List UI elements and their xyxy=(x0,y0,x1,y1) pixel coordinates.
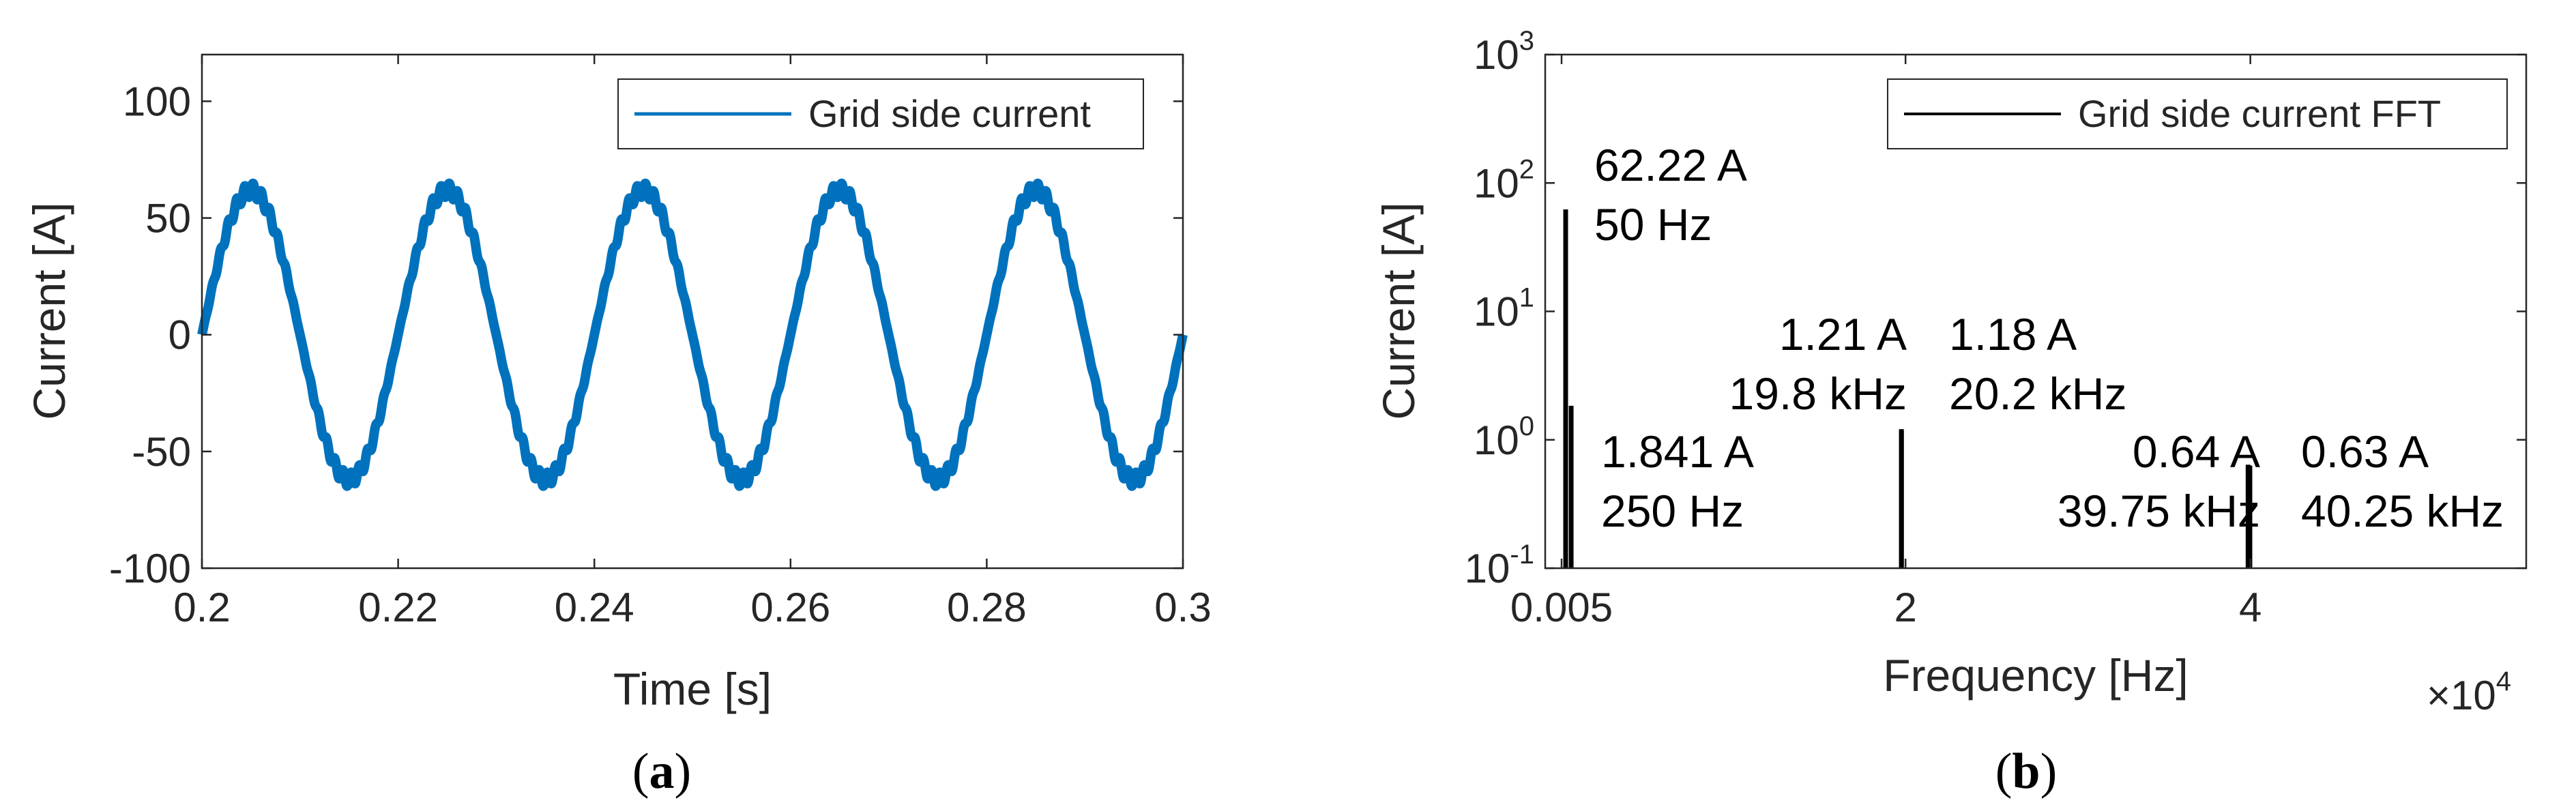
fft-annotation-amplitude: 62.22 A xyxy=(1594,140,1747,190)
panel-b-caption: (b) xyxy=(1995,744,2057,799)
fft-annotation-frequency: 20.2 kHz xyxy=(1949,368,2126,419)
panel-a-y-tick-label: -100 xyxy=(109,546,191,591)
panel-a-x-tick-label: 0.2 xyxy=(173,585,230,630)
panel-b-legend-label: Grid side current FFT xyxy=(2078,92,2441,135)
panel-b-y-tick-label: 101 xyxy=(1474,283,1534,335)
panel-a-x-axis-label: Time [s] xyxy=(613,664,772,714)
fft-annotation-amplitude: 0.63 A xyxy=(2301,426,2429,477)
panel-a-y-tick-label: 100 xyxy=(123,78,191,124)
panel-a-y-ticks: -100 -50 0 50 100 xyxy=(109,78,1183,591)
panel-a-x-tick-label: 0.28 xyxy=(947,585,1027,630)
fft-annotation-frequency: 19.8 kHz xyxy=(1729,368,1907,419)
panel-a-x-tick-label: 0.3 xyxy=(1154,585,1211,630)
fft-annotation-amplitude: 1.18 A xyxy=(1949,309,2077,359)
panel-a-x-ticks: 0.2 0.22 0.24 0.26 0.28 0.3 xyxy=(173,55,1212,630)
fft-annotation-amplitude: 1.21 A xyxy=(1779,309,1907,359)
panel-b-x-tick-label: 2 xyxy=(1894,585,1917,630)
panel-a-caption-letter: a xyxy=(649,744,675,799)
panel-b-x-tick-label: 4 xyxy=(2239,585,2262,630)
panel-b-annotations: 62.22 A 50 Hz 1.841 A 250 Hz 1.21 A 19.8 kHz 1… xyxy=(1594,140,2504,536)
panel-a-y-tick-label: 50 xyxy=(145,196,191,241)
panel-b-caption-letter: b xyxy=(2012,744,2040,799)
panel-b-y-tick-label: 10-1 xyxy=(1465,540,1534,591)
panel-a-x-tick-label: 0.22 xyxy=(358,585,438,630)
panel-b-y-axis-label: Current [A] xyxy=(1373,202,1424,420)
panel-b-y-tick-label: 103 xyxy=(1474,26,1534,78)
fft-annotation-frequency: 39.75 kHz xyxy=(2058,486,2260,536)
panel-a-caption: (a) xyxy=(632,744,691,799)
panel-b-spectrum-bars xyxy=(1563,209,2253,568)
panel-b-x-tick-label: 0.005 xyxy=(1510,585,1613,630)
panel-a-x-tick-label: 0.24 xyxy=(555,585,634,630)
panel-a-legend-label: Grid side current xyxy=(808,92,1091,135)
panel-a-x-tick-label: 0.26 xyxy=(750,585,830,630)
panel-a-y-axis-label: Current [A] xyxy=(24,202,74,420)
panel-b-x-multiplier: ×104 xyxy=(2427,666,2511,718)
panel-a-y-tick-label: 0 xyxy=(169,312,191,358)
fft-annotation-amplitude: 1.841 A xyxy=(1601,426,1754,477)
fft-annotation-frequency: 250 Hz xyxy=(1601,486,1744,536)
panel-a-legend: Grid side current xyxy=(617,78,1144,149)
panel-a-axes-box xyxy=(201,53,1184,570)
panel-a-y-tick-label: -50 xyxy=(132,429,191,475)
panel-b-x-ticks: 0.005 2 4 xyxy=(1510,55,2262,630)
fft-annotation-frequency: 50 Hz xyxy=(1594,199,1712,250)
panel-b-x-axis-label: Frequency [Hz] xyxy=(1883,650,2189,701)
fft-annotation-frequency: 40.25 kHz xyxy=(2301,486,2504,536)
panel-a-series-line xyxy=(197,178,1188,491)
fft-annotation-amplitude: 0.64 A xyxy=(2133,426,2260,477)
grid-current-line xyxy=(197,178,1188,491)
panel-a: 0.2 0.22 0.24 0.26 0.28 0.3 -100 -50 0 50 100 Tim… xyxy=(24,53,1212,799)
panel-b-y-ticks: 10-1 100 101 102 103 xyxy=(1465,26,2526,591)
panel-b-y-tick-label: 100 xyxy=(1474,411,1534,463)
panel-b-legend: Grid side current FFT xyxy=(1887,78,2508,149)
panel-b-y-tick-label: 102 xyxy=(1474,154,1534,206)
